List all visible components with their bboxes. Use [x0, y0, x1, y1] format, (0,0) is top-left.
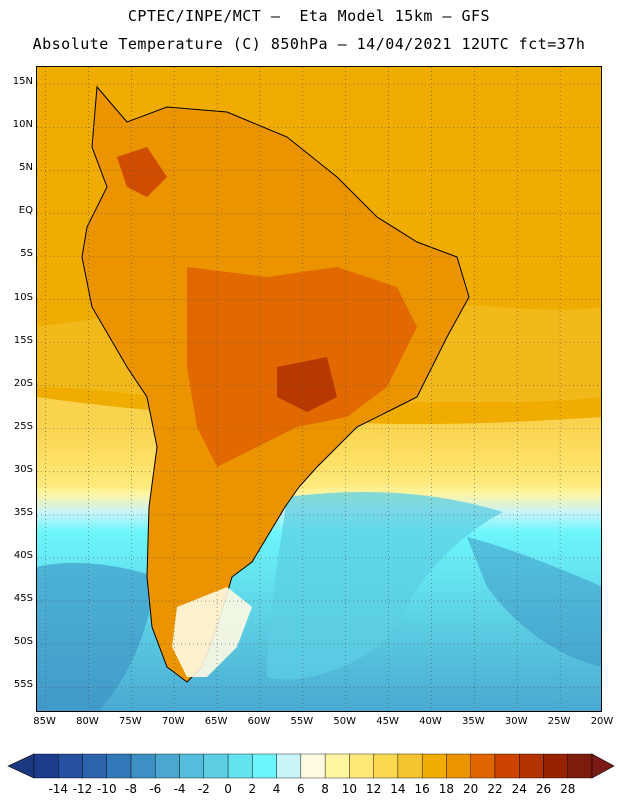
colorbar-tick-label: 10	[341, 782, 358, 796]
lon-tick-label: 40W	[419, 716, 442, 727]
lon-tick-label: 65W	[204, 716, 228, 727]
lon-tick-label: 70W	[161, 716, 185, 727]
lon-tick-label: 60W	[247, 716, 271, 727]
lat-tick-label: 5S	[20, 248, 33, 260]
colorbar-tick-label: -10	[96, 782, 117, 796]
chart-subtitle: Absolute Temperature (C) 850hPa – 14/04/…	[32, 35, 586, 53]
colorbar-swatch	[519, 753, 544, 779]
colorbar-swatch	[130, 753, 156, 779]
band-minus6c-east	[467, 537, 601, 667]
colorbar-swatch	[252, 753, 277, 779]
colorbar-swatch	[373, 753, 399, 779]
colorbar-tick-label: 26	[535, 782, 552, 796]
colorbar-tick-label: 8	[321, 782, 329, 796]
lon-tick-label: 35W	[462, 716, 485, 727]
colorbar-swatch	[543, 753, 568, 779]
hot-spot-pantanal	[277, 357, 337, 412]
colorbar-under-arrow	[7, 753, 35, 779]
colorbar-tick-label: 20	[463, 782, 479, 796]
lon-tick-label: 55W	[290, 716, 314, 727]
chart-title: CPTEC/INPE/MCT – Eta Model 15km – GFS	[127, 7, 491, 25]
colorbar-swatch	[494, 753, 520, 779]
colorbar-over-arrow	[591, 753, 615, 779]
lat-tick-label: 40S	[13, 549, 33, 561]
lat-tick-label: 35S	[13, 506, 33, 518]
lat-tick-label: EQ	[18, 205, 33, 217]
lat-tick-label: 10N	[12, 119, 33, 131]
lat-tick-label: 15S	[13, 334, 33, 346]
colorbar-swatch	[58, 753, 83, 779]
colorbar-tick-label: -14	[48, 782, 69, 796]
lon-tick-label: 45W	[376, 716, 399, 727]
colorbar-tick-label: 12	[366, 782, 382, 796]
colorbar-swatch	[300, 753, 326, 779]
lat-tick-label: 15N	[12, 76, 33, 88]
band-minus6c	[37, 562, 157, 711]
colorbar-tick-label: -4	[173, 782, 186, 796]
colorbar-swatch	[227, 753, 253, 779]
colorbar-swatch	[324, 753, 350, 779]
colorbar-swatch	[470, 753, 496, 779]
colorbar-swatch	[179, 753, 205, 779]
colorbar-tick-label: 0	[224, 782, 232, 796]
lat-tick-label: 25S	[13, 420, 33, 432]
colorbar-tick-label: 18	[438, 782, 455, 796]
colorbar-tick-label: 24	[511, 782, 527, 796]
colorbar-tick-label: 14	[390, 782, 406, 796]
colorbar-swatch	[276, 753, 302, 779]
colorbar-swatch	[349, 753, 374, 779]
lon-tick-label: 80W	[76, 716, 99, 727]
colorbar-swatch	[33, 753, 59, 779]
band-2c-west	[267, 492, 503, 680]
colorbar-tick-label: -2	[197, 782, 210, 796]
colorbar-tick-label: -12	[72, 782, 93, 796]
colorbar-tick-label: 22	[487, 782, 503, 796]
colorbar-swatch	[421, 753, 447, 779]
colorbar-tick-label: 16	[414, 782, 430, 796]
lon-tick-label: 30W	[504, 716, 528, 727]
colorbar-swatch	[106, 753, 132, 779]
lon-tick-label: 75W	[119, 716, 142, 727]
colorbar-swatch	[82, 753, 107, 779]
lat-tick-label: 50S	[13, 636, 33, 648]
lon-tick-label: 20W	[590, 716, 614, 727]
colorbar-swatch	[203, 753, 229, 779]
colorbar-tick-label: 28	[560, 782, 576, 796]
lat-tick-label: 20S	[13, 377, 33, 389]
colorbar-tick-label: 6	[297, 782, 305, 796]
lon-tick-label: 85W	[33, 716, 56, 727]
colorbar-tick-label: -6	[149, 782, 162, 796]
colorbar-swatch	[397, 753, 423, 779]
colorbar-tick-label: -8	[125, 782, 138, 796]
colorbar-swatch	[155, 753, 180, 779]
colorbar	[7, 753, 615, 779]
hot-spot-north	[117, 147, 167, 197]
colorbar-tick-label: 4	[272, 782, 281, 796]
map-frame	[36, 66, 602, 712]
lon-tick-label: 50W	[333, 716, 357, 727]
lat-tick-label: 30S	[13, 463, 33, 475]
temperature-map	[37, 67, 601, 711]
lat-tick-label: 10S	[13, 291, 33, 303]
colorbar-swatch	[446, 753, 471, 779]
cool-patagonia	[172, 587, 252, 677]
lat-tick-label: 45S	[13, 593, 33, 605]
colorbar-swatch	[567, 753, 593, 779]
lon-tick-label: 25W	[547, 716, 571, 727]
lat-tick-label: 55S	[13, 679, 33, 691]
colorbar-tick-label: 2	[248, 782, 257, 796]
lat-tick-label: 5N	[19, 162, 33, 174]
